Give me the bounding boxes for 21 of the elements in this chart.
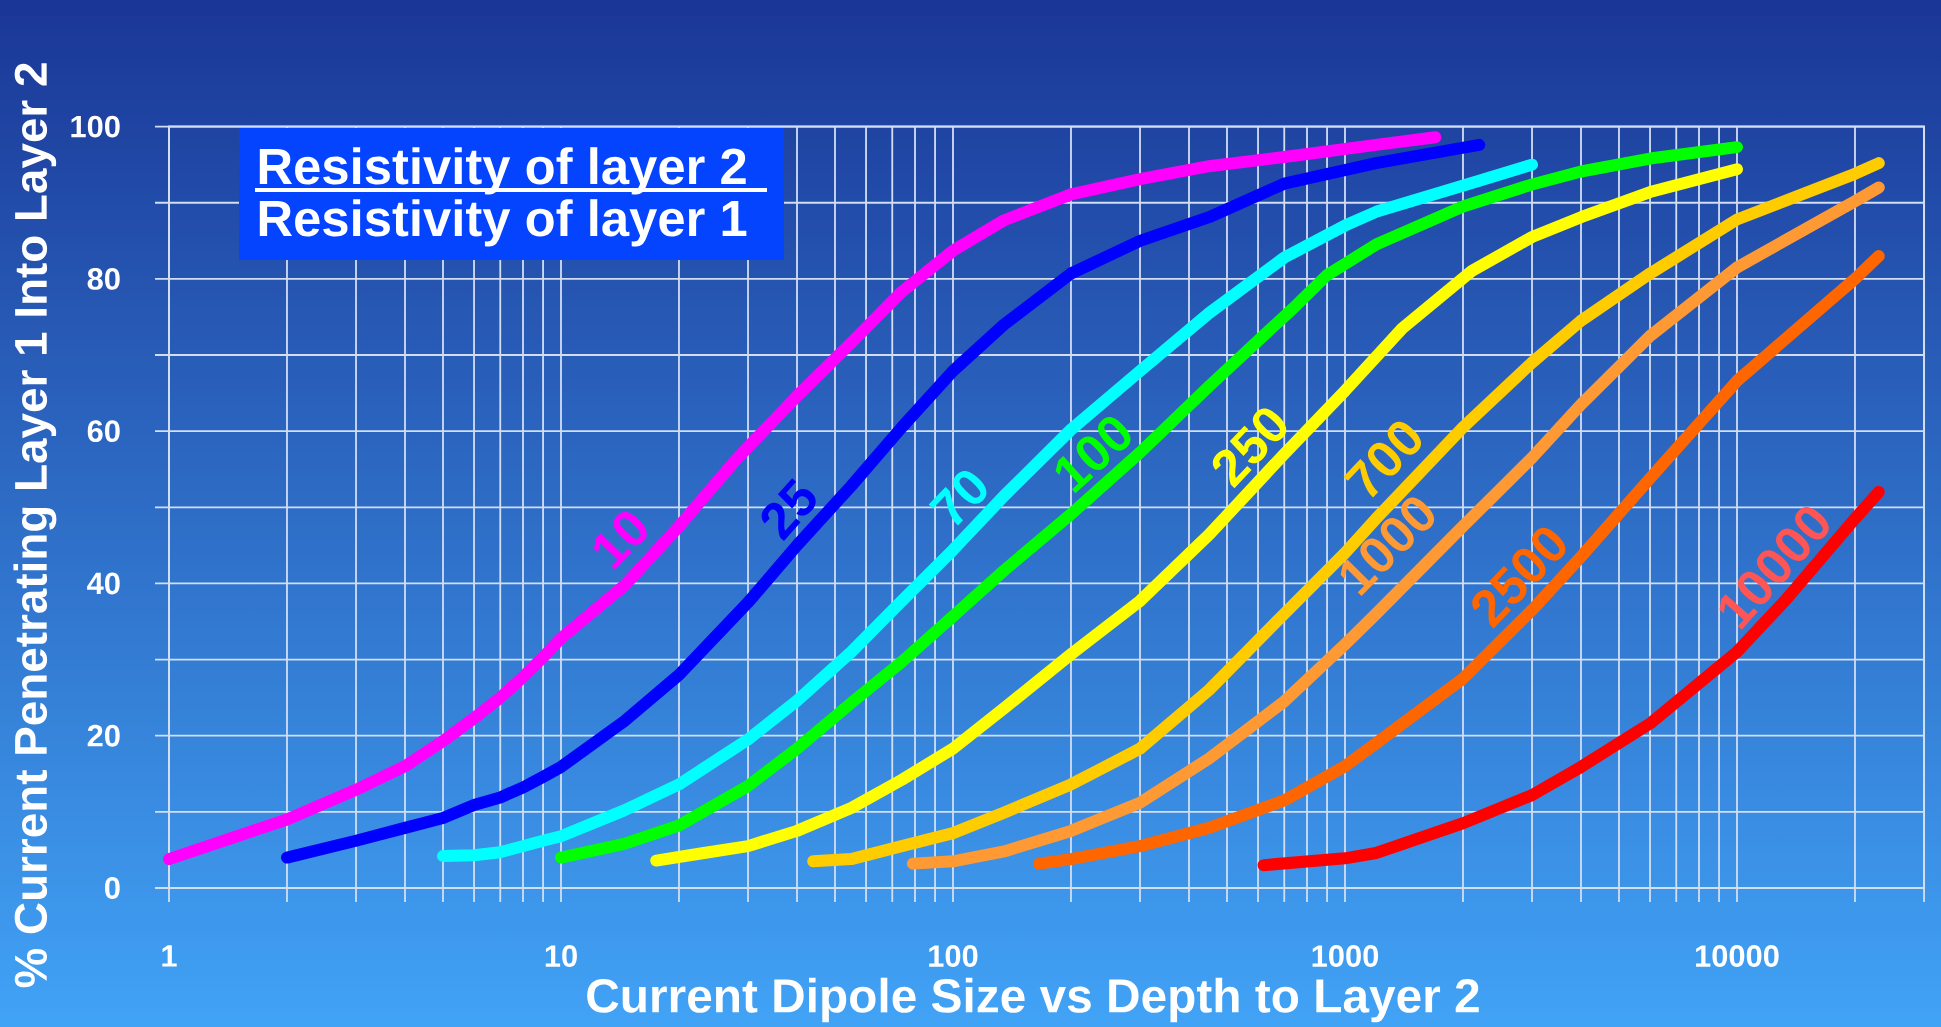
x-axis-title: Current Dipole Size vs Depth to Layer 2 <box>587 977 1479 1023</box>
x-tick-label: 1000 <box>1312 945 1379 967</box>
text: 700 <box>1343 421 1422 498</box>
y-tick-label: 60 <box>87 420 120 443</box>
text: 100 <box>1055 417 1131 494</box>
y-tick-label: 40 <box>87 572 120 595</box>
x-tick-label: 100 <box>929 945 978 967</box>
y-tick-label: 20 <box>87 724 120 747</box>
annotation: Resistivity of layer 1 <box>259 199 747 247</box>
text: 250 <box>1212 408 1287 489</box>
y-tick-label: 80 <box>87 267 120 290</box>
text: 25 <box>761 478 816 541</box>
text: 10 <box>594 512 647 570</box>
annotation: Resistivity of layer 2 <box>259 147 746 195</box>
y-tick-label: 0 <box>105 877 120 899</box>
y-axis-title: % Current Penetrating Layer 1 Into Layer 2 <box>13 63 57 988</box>
text: 70 <box>928 470 987 526</box>
y-tick-label: 100 <box>71 115 120 138</box>
x-tick-label: 10 <box>545 945 577 967</box>
x-tick-label: 1 <box>162 945 177 967</box>
x-tick-label: 10000 <box>1695 945 1779 967</box>
